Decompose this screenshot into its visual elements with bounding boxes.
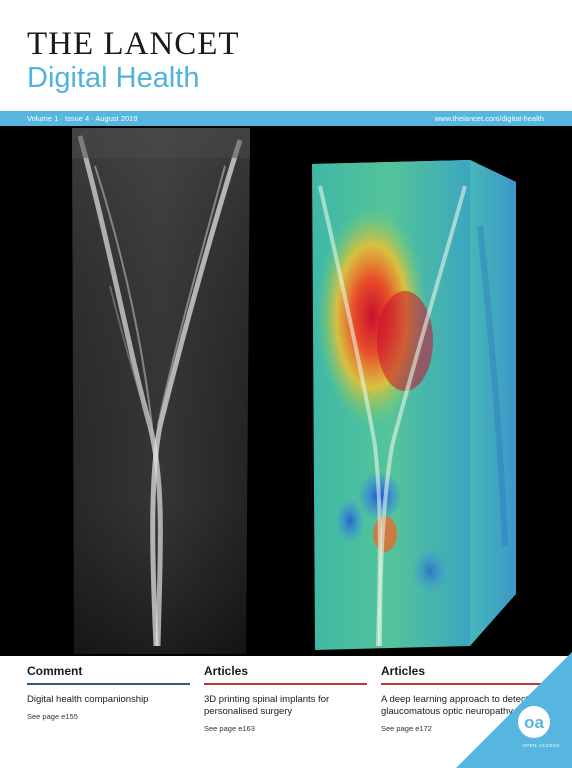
article-title: Digital health companionship <box>27 694 195 706</box>
footer-column-comment[interactable]: Comment Digital health companionship See… <box>27 664 195 721</box>
section-heading: Articles <box>204 664 372 683</box>
section-heading: Comment <box>27 664 195 683</box>
page-reference: See page e163 <box>204 724 372 733</box>
masthead: THE LANCET Digital Health <box>0 0 572 112</box>
heatmap-scan <box>312 160 516 650</box>
oa-badge-text: oa <box>524 714 544 731</box>
section-rule <box>27 683 190 685</box>
issue-info-bar: Volume 1 · Issue 4 · August 2019 www.the… <box>0 111 572 126</box>
open-access-label: OPEN ACCESS <box>522 743 560 748</box>
greyscale-scan <box>72 128 250 654</box>
journal-url[interactable]: www.thelancet.com/digital-health <box>435 114 544 123</box>
footer-column-articles-1[interactable]: Articles 3D printing spinal implants for… <box>204 664 372 733</box>
open-access-corner <box>456 652 572 768</box>
open-access-icon: oa <box>518 706 550 738</box>
page-reference: See page e155 <box>27 712 195 721</box>
issue-details: Volume 1 · Issue 4 · August 2019 <box>27 114 138 123</box>
journal-subtitle: Digital Health <box>27 62 199 95</box>
journal-name: THE LANCET <box>27 26 240 63</box>
section-rule <box>204 683 367 685</box>
cover-image <box>0 126 572 656</box>
article-title: 3D printing spinal implants for personal… <box>204 694 372 718</box>
